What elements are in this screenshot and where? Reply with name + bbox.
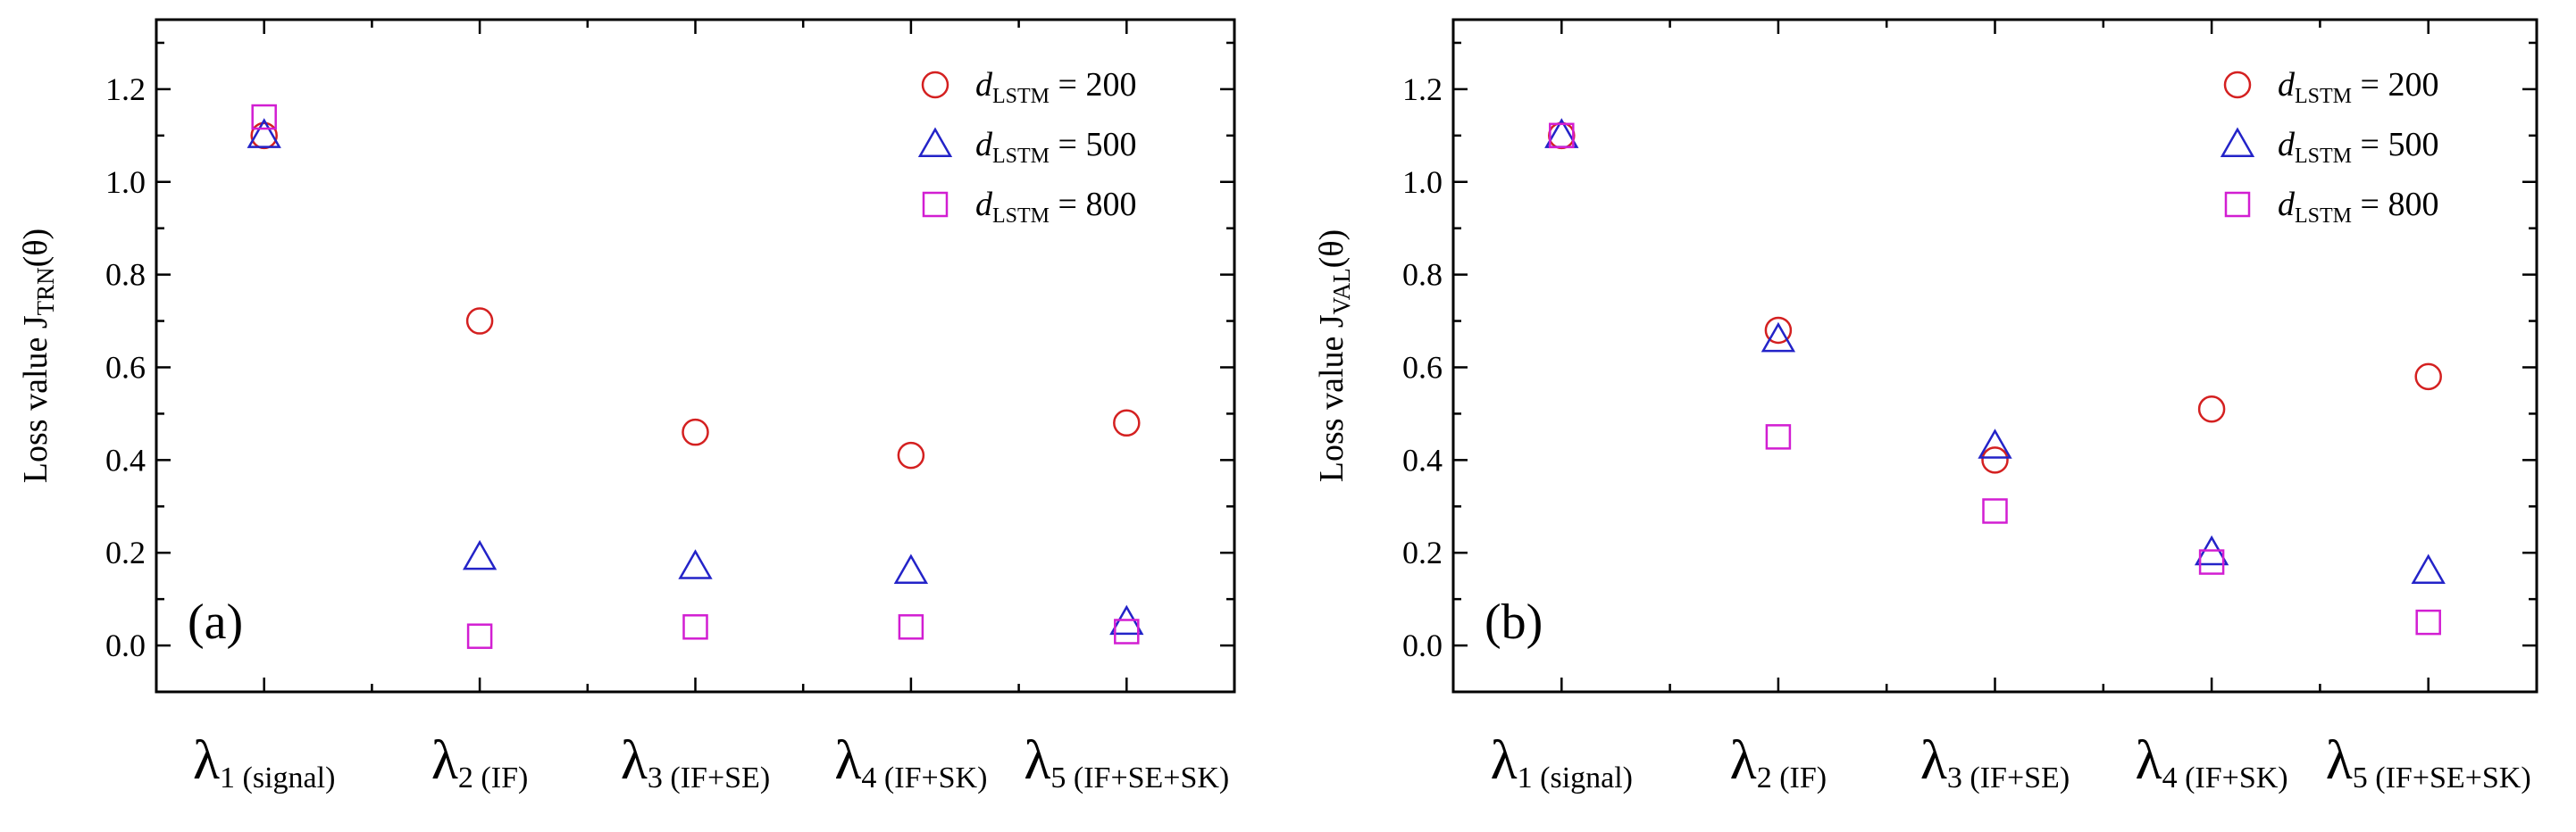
data-point-square [1982,498,2008,524]
y-tick-label: 0.6 [1402,349,1443,385]
series-circle [1548,121,2442,474]
legend-label: dLSTM = 500 [975,126,1136,168]
x-tick-label: λ2 (IF) [1730,730,1827,795]
data-point-circle [2197,395,2226,423]
legend-label: dLSTM = 200 [2278,66,2438,108]
y-axis-label: Loss value JVAL(θ) [1313,229,1355,482]
y-tick-label: 0.0 [1402,628,1443,663]
x-tick-label: λ4 (IF+SK) [2136,730,2288,795]
y-tick-label: 1.0 [1402,164,1443,200]
series-square [251,104,1140,649]
legend-marker-circle [921,71,949,99]
panel-label: (b) [1485,595,1543,650]
data-point-circle [2414,362,2442,391]
y-tick-label: 0.8 [105,257,146,293]
legend-marker-circle [2223,71,2252,99]
data-point-circle [1113,409,1141,437]
x-tick-label: λ3 (IF+SE) [621,730,770,795]
legend-marker-square [922,191,949,218]
x-tick-label: λ2 (IF) [431,730,528,795]
data-point-square [1114,619,1140,645]
y-tick-label: 0.0 [105,628,146,663]
plot-frame [155,18,1236,694]
data-point-triangle [2411,553,2446,584]
x-tick-label: λ5 (IF+SE+SK) [2326,730,2531,795]
series-triangle [247,118,1144,636]
series-triangle [1544,118,2446,584]
legend: dLSTM = 200 dLSTM = 500 dLSTM = 800 [917,66,1136,228]
data-point-triangle [462,539,498,570]
data-point-triangle [1978,428,2012,459]
data-point-square [898,614,924,640]
chart-panel-a: 0.0 0.2 0.4 0.6 0.8 1.0 1.2 λ1 (signal) λ2 (IF) λ… [17,18,1236,795]
y-tick-label: 1.2 [105,71,146,107]
data-point-square [1765,424,1792,450]
y-tick-label: 0.8 [1402,257,1443,293]
legend-label: dLSTM = 800 [2278,186,2438,228]
legend-label: dLSTM = 500 [2278,126,2438,168]
legend-marker-triangle [917,127,953,157]
x-tick-label: λ1 (signal) [1491,730,1633,795]
data-point-triangle [1761,321,1796,353]
data-point-circle [1764,316,1793,345]
legend-label: dLSTM = 800 [975,186,1136,228]
data-point-triangle [678,549,713,579]
series-circle [250,121,1141,470]
data-point-circle [1981,446,2009,474]
y-tick-label: 0.2 [105,535,146,570]
data-point-square [2198,549,2225,575]
panel-label: (a) [188,595,243,650]
y-tick-label: 0.4 [1402,442,1443,478]
data-point-circle [682,418,709,446]
legend-label: dLSTM = 200 [975,66,1136,108]
data-point-circle [897,441,925,470]
y-tick-label: 1.0 [105,164,146,200]
y-tick-label: 0.4 [105,442,146,478]
data-point-triangle [247,118,281,148]
data-point-triangle [893,553,929,584]
y-tick-label: 0.2 [1402,535,1443,570]
x-tick-label: λ5 (IF+SE+SK) [1024,730,1229,795]
chart-panel-b: 0.0 0.2 0.4 0.6 0.8 1.0 1.2 λ1 (signal) λ2 (IF) λ… [1313,18,2538,795]
y-tick-label: 0.6 [105,349,146,385]
legend-marker-square [2224,191,2251,218]
data-point-square [2415,609,2441,636]
legend-marker-triangle [2220,127,2255,157]
x-tick-label: λ3 (IF+SE) [1920,730,2070,795]
data-point-square [682,614,708,640]
data-point-square [1549,122,1575,149]
data-point-square [466,623,493,649]
series-square [1549,122,2441,636]
data-point-square [251,104,277,130]
legend: dLSTM = 200 dLSTM = 500 dLSTM = 800 [2220,66,2438,228]
x-tick-label: λ4 (IF+SK) [834,730,987,795]
x-tick-label: λ1 (signal) [193,730,335,795]
y-axis-label: Loss value JTRN(θ) [17,229,59,483]
plot-frame [1451,18,2538,694]
data-point-circle [465,307,494,335]
y-tick-label: 1.2 [1402,71,1443,107]
